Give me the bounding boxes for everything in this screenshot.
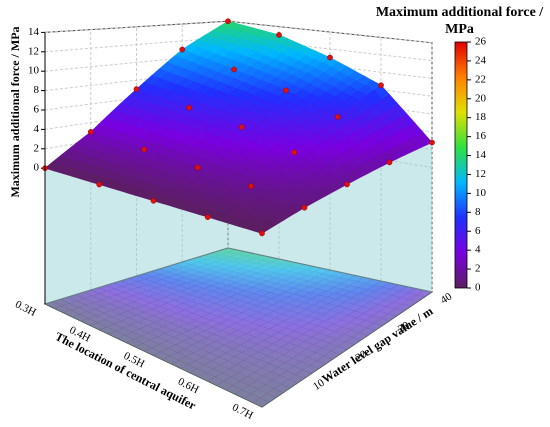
data-point — [194, 164, 201, 171]
y-tick-label: 40 — [438, 290, 454, 306]
grid-line — [44, 36, 433, 62]
colorbar-tick-label: 22 — [475, 73, 486, 85]
z-tick-label: 6 — [34, 104, 40, 116]
colorbar-tick-label: 16 — [475, 130, 487, 142]
data-point — [386, 159, 393, 166]
front-curtain — [45, 168, 262, 407]
colorbar-tick-label: 14 — [475, 149, 487, 161]
data-point — [87, 129, 94, 135]
colorbar — [454, 41, 468, 289]
z-tick-label: 14 — [28, 26, 40, 38]
z-tick-label: 8 — [34, 84, 40, 96]
z-axis-label: Maximum additional force / MPa — [8, 26, 22, 197]
data-point — [186, 104, 192, 111]
data-point — [225, 18, 231, 25]
floor-outline — [43, 247, 434, 408]
grid-line — [44, 53, 433, 79]
surface-patch — [252, 225, 270, 234]
colorbar-tick-label: 26 — [475, 36, 487, 48]
data-point — [283, 87, 289, 94]
data-point — [334, 114, 341, 120]
colorbar-tick-label: 8 — [475, 206, 481, 218]
colorbar-tick-label: 10 — [475, 187, 487, 199]
data-point — [179, 46, 186, 53]
grid-line — [44, 20, 433, 44]
colorbar-title: Maximum additional force / MPa — [375, 5, 544, 37]
data-point — [238, 124, 245, 130]
z-tick-label: 0 — [34, 162, 40, 174]
data-point — [96, 181, 103, 188]
colorbar-tick-label: 2 — [475, 263, 481, 275]
colorbar-tick-label: 18 — [475, 111, 487, 123]
colorbar-tick-label: 6 — [475, 225, 481, 237]
data-point — [133, 86, 140, 92]
data-point — [231, 66, 237, 73]
data-point — [291, 149, 298, 156]
data-point — [150, 197, 157, 204]
data-point — [248, 183, 254, 190]
x-tick-label: 0.3H — [13, 298, 38, 319]
data-point — [204, 214, 211, 220]
z-tick-label: 4 — [34, 123, 40, 135]
z-tick-label: 10 — [28, 65, 40, 77]
colorbar-tick-label: 20 — [475, 92, 487, 104]
data-point — [344, 181, 350, 188]
data-point — [276, 32, 282, 38]
z-tick-label: 12 — [28, 45, 39, 57]
data-point — [259, 230, 265, 237]
data-point — [327, 54, 333, 61]
data-point — [378, 82, 384, 89]
z-tick-label: 2 — [34, 142, 40, 154]
colorbar-tick-label: 0 — [475, 282, 481, 294]
x-tick-label: 0.7H — [230, 401, 255, 422]
colorbar-tick-label: 4 — [475, 244, 481, 256]
colorbar-tick-label: 12 — [475, 168, 486, 180]
colorbar-tick-label: 24 — [475, 54, 487, 66]
data-point — [429, 139, 435, 146]
data-point — [301, 204, 308, 211]
data-point — [141, 146, 148, 153]
